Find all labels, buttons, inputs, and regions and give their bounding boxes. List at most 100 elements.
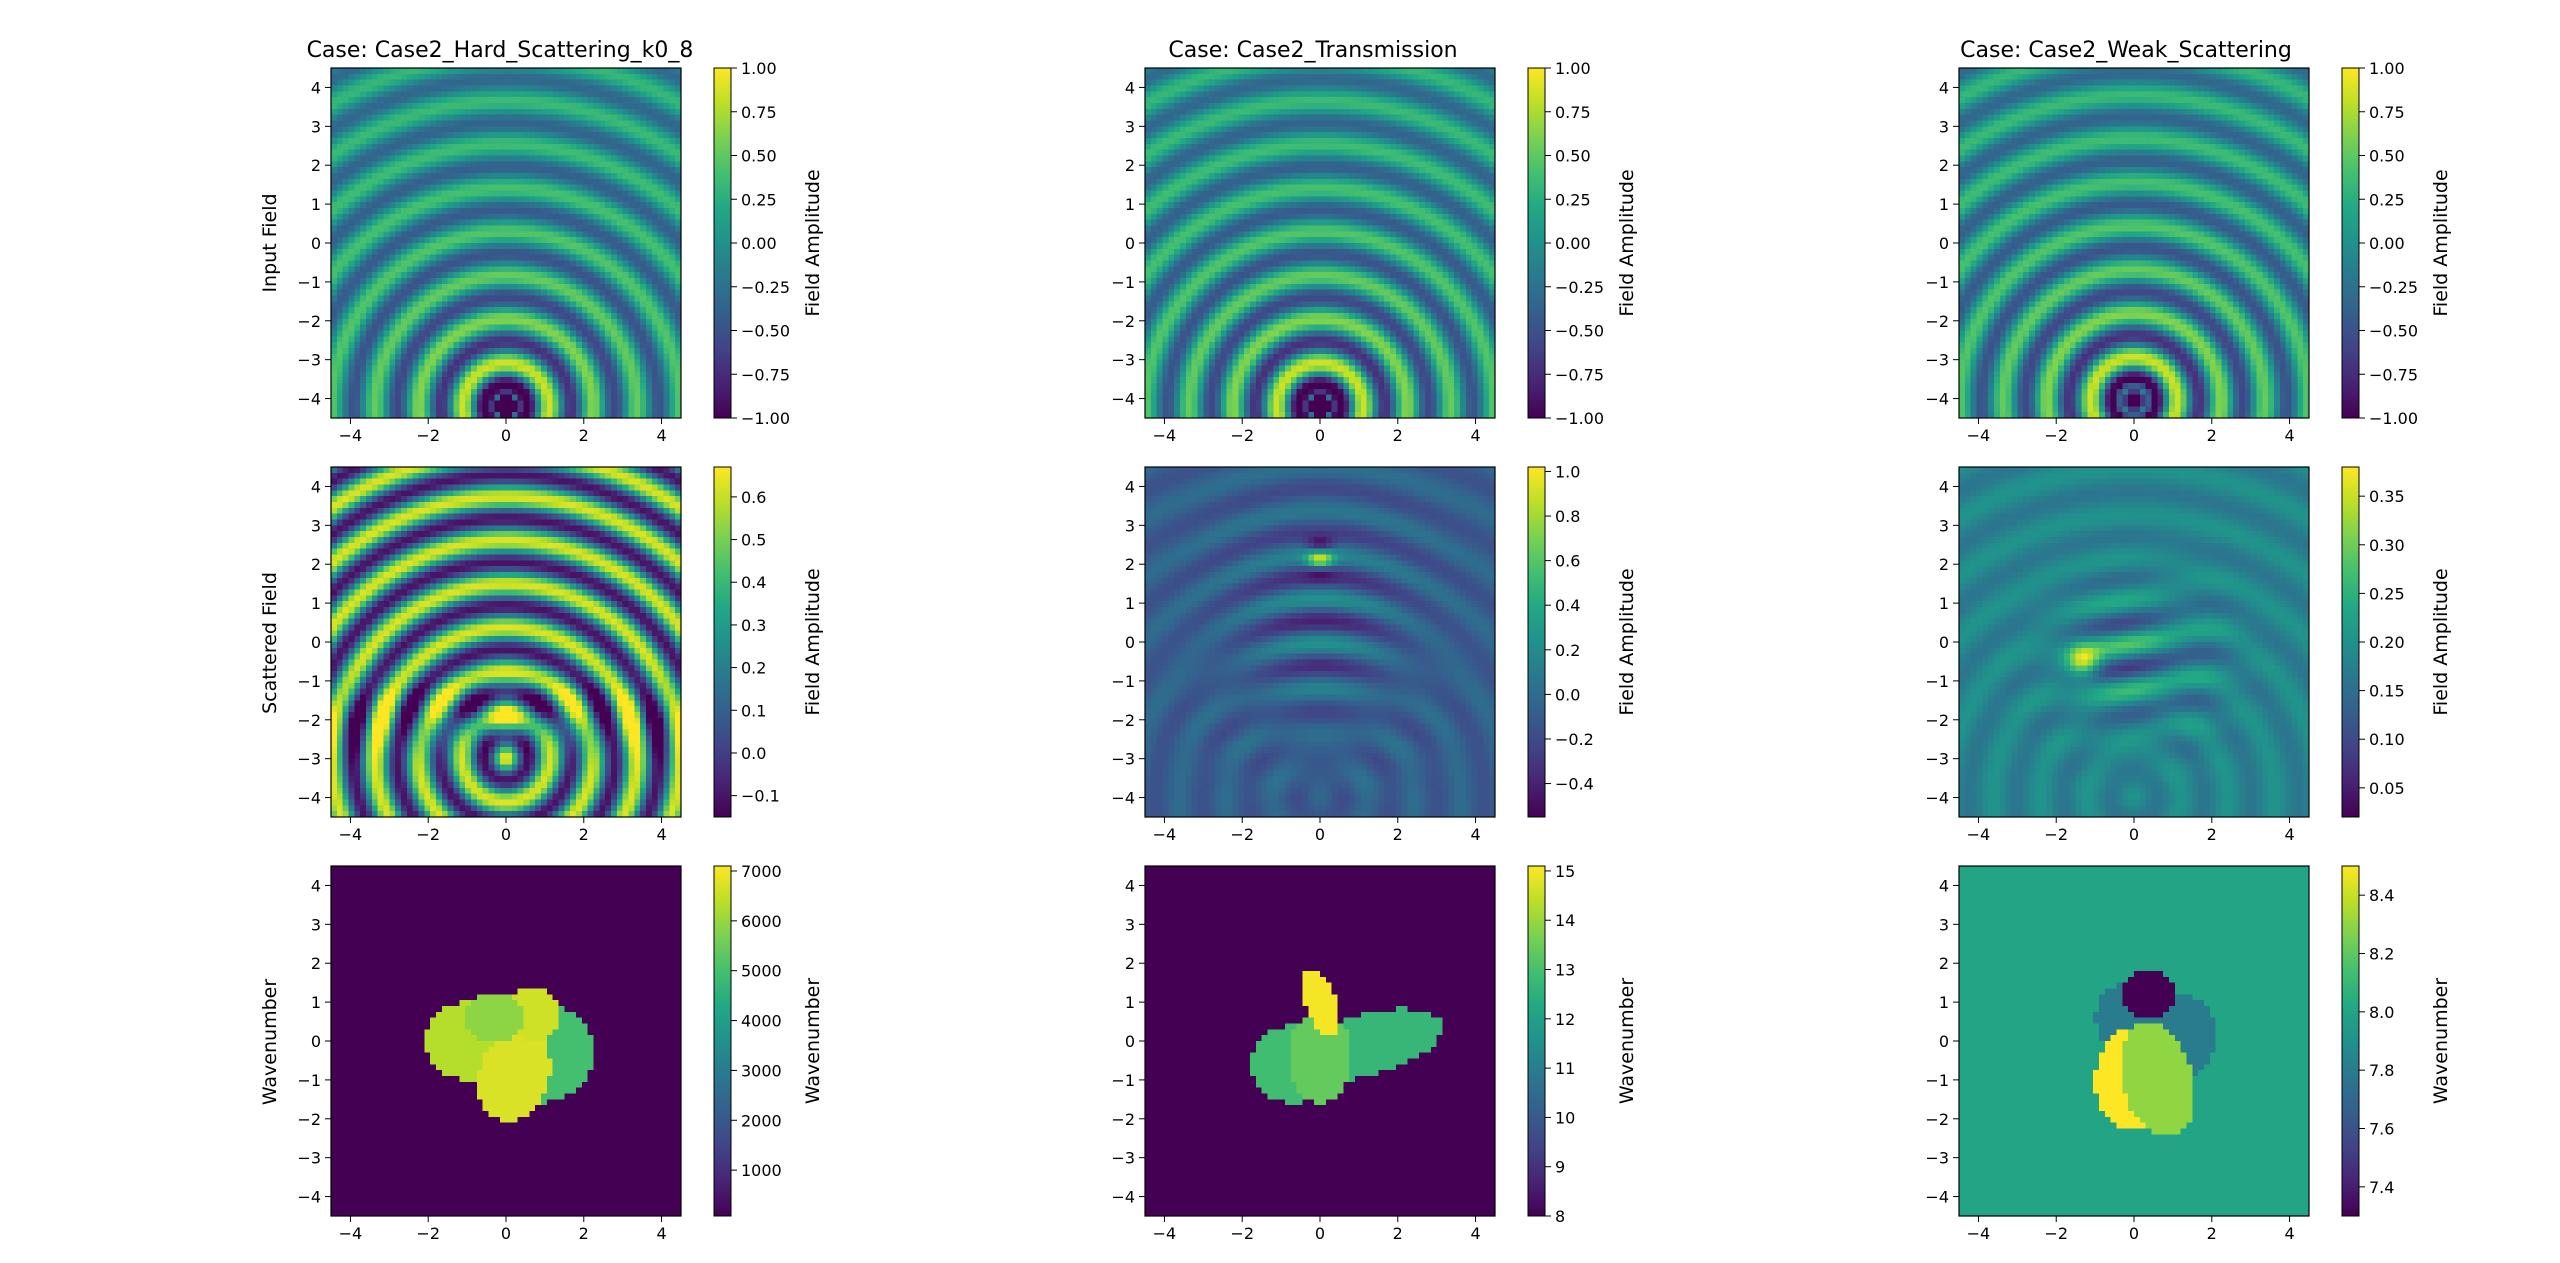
- colorbar-tick-label: 6000: [741, 912, 782, 931]
- x-tick-label: 0: [501, 825, 511, 844]
- colorbar-label: Wavenumber: [2430, 978, 2452, 1104]
- case-column-hard-scattering: Case: Case2_Hard_Scattering_k0_8 −4 −2 0 2 4…: [297, 38, 824, 1243]
- y-tick-label: 3: [1125, 117, 1135, 136]
- colorbar-tick-label: 1.00: [1555, 59, 1591, 78]
- y-tick-label: −3: [1925, 1149, 1949, 1168]
- y-tick-label: 1: [1125, 993, 1135, 1012]
- x-tick-label: 0: [501, 1224, 511, 1243]
- colorbar-tick-label: 12: [1555, 1010, 1575, 1029]
- y-tick-label: 1: [1125, 195, 1135, 214]
- case-column-weak-scattering: Case: Case2_Weak_Scattering −4 −2 0 2 4−4−3−…: [1925, 38, 2452, 1243]
- colorbar-tick-label: 0.5: [741, 531, 766, 550]
- y-tick-label: −1: [1111, 273, 1135, 292]
- colorbar-tick-label: 0.3: [741, 616, 766, 635]
- y-tick-label: 4: [311, 477, 321, 496]
- colorbar-tick-label: 10: [1555, 1108, 1575, 1127]
- x-tick-label: −4: [1967, 825, 1991, 844]
- x-tick-label: −4: [339, 1224, 363, 1243]
- y-tick-label: 0: [1939, 1032, 1949, 1051]
- x-tick-label: 2: [2207, 426, 2217, 445]
- colorbar-tick-label: 1.00: [2369, 59, 2405, 78]
- panel-scattered: −4 −2 0 2 4 −4 −3 −2 −1 0 1 2 3 4 1.0 0.8 0.6 0.4 0.2 0.0 −0…: [1111, 462, 1638, 844]
- colorbar-tick-label: 8: [1555, 1207, 1565, 1226]
- colorbar-tick-label: 0.10: [2369, 730, 2405, 749]
- y-tick-label: −4: [1111, 1188, 1135, 1207]
- y-tick-label: 2: [311, 156, 321, 175]
- colorbar-tick-label: 0.30: [2369, 536, 2405, 555]
- colorbar-tick-label: 0.75: [2369, 103, 2405, 122]
- x-tick-label: 2: [2207, 1224, 2217, 1243]
- heatmap-image: [331, 68, 681, 418]
- y-tick-label: −4: [297, 390, 321, 409]
- colorbar: [2341, 865, 2360, 1217]
- y-tick-label: 1: [311, 195, 321, 214]
- y-tick-label: 3: [1125, 516, 1135, 535]
- case-title: Case: Case2_Hard_Scattering_k0_8: [307, 38, 694, 63]
- colorbar-tick-label: 0.50: [741, 147, 777, 166]
- y-tick-label: 3: [311, 117, 321, 136]
- colorbar-tick-label: 1.0: [1555, 462, 1580, 481]
- row-label-scattered-field: Scattered Field: [259, 572, 281, 714]
- panel-input: −4 −2 0 2 4 −4 −3 −2 −1 0 1 2 3 4 1.00 0.75 0.50 0.25 0.00…: [1111, 59, 1638, 445]
- x-tick-label: −4: [339, 426, 363, 445]
- colorbar-tick-label: 0.20: [2369, 633, 2405, 652]
- colorbar-tick-label: 11: [1555, 1059, 1575, 1078]
- y-tick-label: 3: [1939, 915, 1949, 934]
- y-tick-label: −4: [1925, 789, 1949, 808]
- y-tick-label: 0: [1125, 1032, 1135, 1051]
- colorbar-tick-label: −0.50: [2369, 322, 2418, 341]
- y-tick-label: −4: [1111, 390, 1135, 409]
- row-label-wavenumber: Wavenumber: [259, 979, 281, 1105]
- colorbar-tick-label: 0.00: [741, 234, 777, 253]
- colorbar-tick-label: 0.8: [1555, 507, 1580, 526]
- heatmap-image: [1959, 68, 2309, 418]
- x-tick-label: 2: [2207, 825, 2217, 844]
- y-tick-label: 1: [311, 993, 321, 1012]
- colorbar-tick-label: 0.6: [741, 488, 766, 507]
- panel-input: −4 −2 0 2 4 −4 −3 −2 −1 0 1 2 3 4 1.00 0.75 0.50 0.25 0.00…: [297, 59, 824, 445]
- x-tick-label: −4: [1153, 825, 1177, 844]
- colorbar-tick-label: 7000: [741, 862, 782, 881]
- panel-wavenumber: −4 −2 0 2 4 −4 −3 −2 −1 0 1 2 3 4 7000 6000 5000 4000 3000…: [297, 862, 824, 1243]
- case-column-transmission: Case: Case2_Transmission −4 −2 0 2 4 −4 −3 −2 −1…: [1111, 38, 1638, 1243]
- colorbar-tick-label: 0.4: [741, 573, 766, 592]
- colorbar-tick-label: −0.4: [1555, 775, 1594, 794]
- y-tick-label: −4: [1925, 1188, 1949, 1207]
- y-tick-label: 4: [1939, 78, 1949, 97]
- colorbar-tick-label: 3000: [741, 1061, 782, 1080]
- x-tick-label: 2: [579, 825, 589, 844]
- x-tick-label: 0: [1315, 1224, 1325, 1243]
- x-tick-label: −4: [1967, 426, 1991, 445]
- colorbar-tick-label: 0.15: [2369, 682, 2405, 701]
- x-tick-label: −2: [2044, 426, 2068, 445]
- colorbar-tick-label: 15: [1555, 862, 1575, 881]
- panel-scattered: −4 −2 0 2 4 −4 −3 −2 −1 0 1 2 3 4 0.35 0.30 0.25 0.20 0.15…: [1925, 466, 2452, 844]
- heatmap-image: [1959, 866, 2309, 1216]
- heatmap-image: [1145, 866, 1495, 1216]
- colorbar-tick-label: 1000: [741, 1161, 782, 1180]
- colorbar-tick-label: 7.4: [2369, 1178, 2394, 1197]
- x-tick-label: −4: [1967, 1224, 1991, 1243]
- y-tick-label: −3: [297, 750, 321, 769]
- x-tick-label: 4: [2284, 426, 2294, 445]
- y-tick-label: −2: [1925, 1110, 1949, 1129]
- y-tick-label: 2: [1939, 156, 1949, 175]
- panel-scattered: −4 −2 0 2 4 −4 −3 −2 −1 0 1 2 3 4 0.6 0.5 0.4 0.3 0.2 0.1 0.…: [297, 466, 824, 844]
- x-tick-label: 4: [1470, 1224, 1480, 1243]
- heatmap-image: [331, 866, 681, 1216]
- colorbar-tick-label: 13: [1555, 961, 1575, 980]
- colorbar-tick-label: −0.25: [741, 278, 790, 297]
- colorbar-tick-label: −0.75: [741, 365, 790, 384]
- x-tick-label: 4: [656, 825, 666, 844]
- x-tick-label: 2: [579, 1224, 589, 1243]
- y-tick-label: 4: [1125, 876, 1135, 895]
- colorbar-tick-label: −0.2: [1555, 730, 1594, 749]
- colorbar-tick-label: 0.25: [2369, 584, 2405, 603]
- y-tick-label: 3: [311, 516, 321, 535]
- x-tick-label: 2: [579, 426, 589, 445]
- x-tick-label: 4: [656, 426, 666, 445]
- y-tick-label: 4: [1939, 876, 1949, 895]
- colorbar-label: Field Amplitude: [2430, 169, 2452, 316]
- y-tick-label: 3: [1125, 915, 1135, 934]
- colorbar-tick-label: 0.25: [2369, 190, 2405, 209]
